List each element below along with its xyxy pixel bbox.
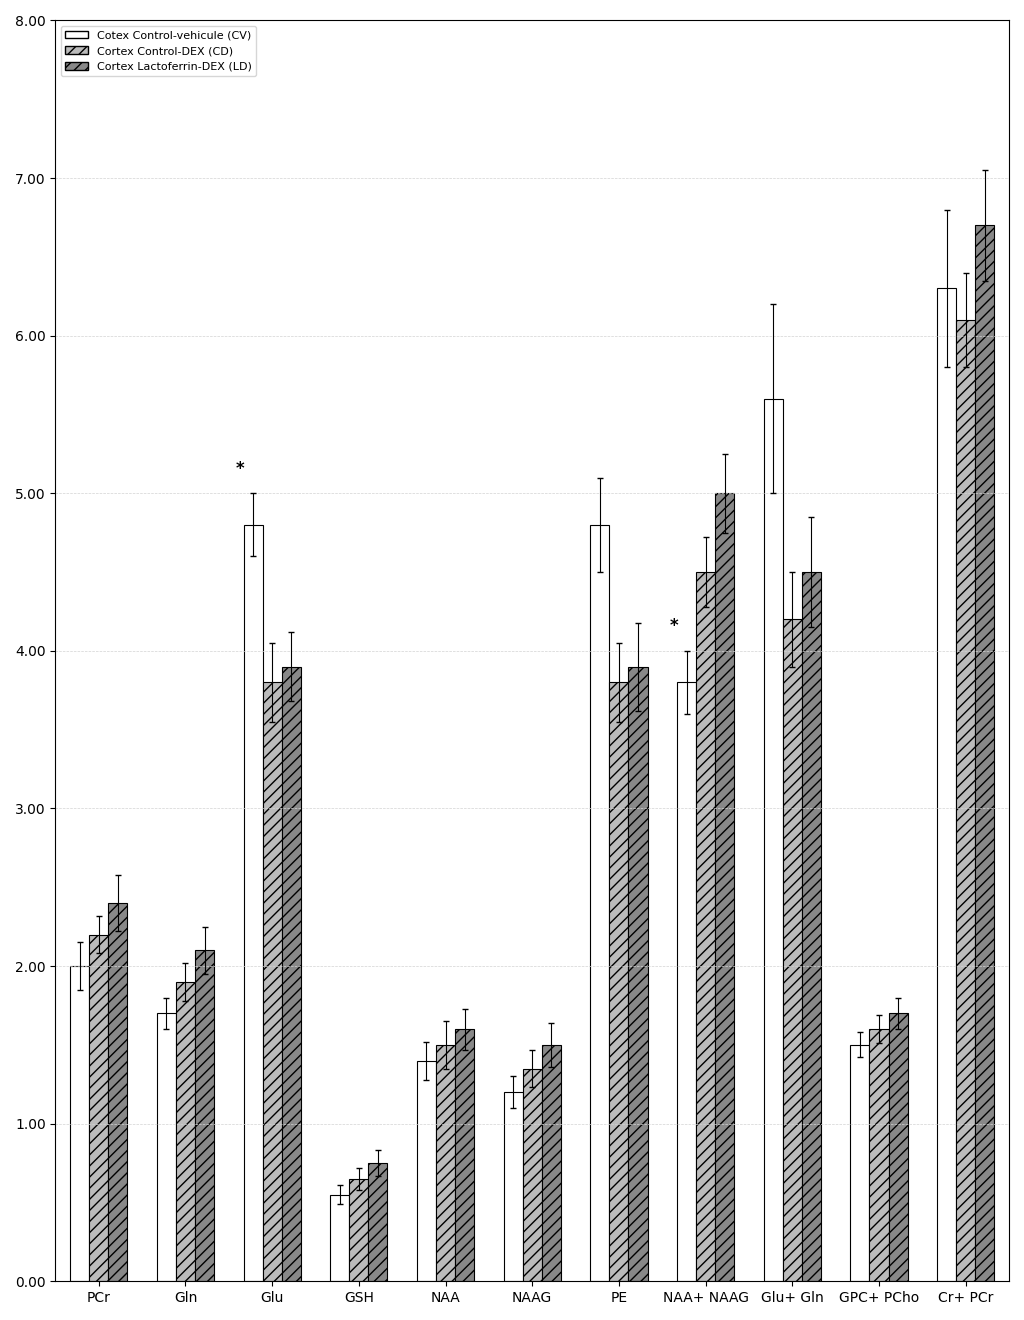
Bar — [195, 950, 214, 1282]
Bar — [850, 1045, 869, 1282]
Bar — [522, 1068, 542, 1282]
Bar — [349, 1179, 369, 1282]
Bar — [889, 1014, 907, 1282]
Bar — [436, 1045, 455, 1282]
Legend: Cotex Control-vehicule (CV), Cortex Control-DEX (CD), Cortex Lactoferrin-DEX (LD: Cotex Control-vehicule (CV), Cortex Cont… — [61, 26, 256, 77]
Bar — [590, 525, 609, 1282]
Bar — [975, 226, 994, 1282]
Bar — [176, 982, 195, 1282]
Bar — [109, 903, 127, 1282]
Bar — [504, 1092, 522, 1282]
Bar — [764, 399, 782, 1282]
Bar — [369, 1163, 387, 1282]
Bar — [802, 572, 821, 1282]
Bar — [157, 1014, 176, 1282]
Bar — [715, 494, 734, 1282]
Bar — [262, 682, 282, 1282]
Bar — [677, 682, 696, 1282]
Bar — [331, 1195, 349, 1282]
Bar — [782, 619, 802, 1282]
Bar — [869, 1030, 889, 1282]
Bar — [89, 935, 109, 1282]
Bar — [937, 288, 956, 1282]
Bar — [282, 667, 301, 1282]
Bar — [696, 572, 715, 1282]
Text: *: * — [236, 459, 245, 478]
Bar — [455, 1030, 474, 1282]
Bar — [609, 682, 629, 1282]
Bar — [71, 966, 89, 1282]
Text: *: * — [670, 618, 678, 635]
Bar — [244, 525, 262, 1282]
Bar — [417, 1061, 436, 1282]
Bar — [542, 1045, 561, 1282]
Bar — [629, 667, 647, 1282]
Bar — [956, 319, 975, 1282]
